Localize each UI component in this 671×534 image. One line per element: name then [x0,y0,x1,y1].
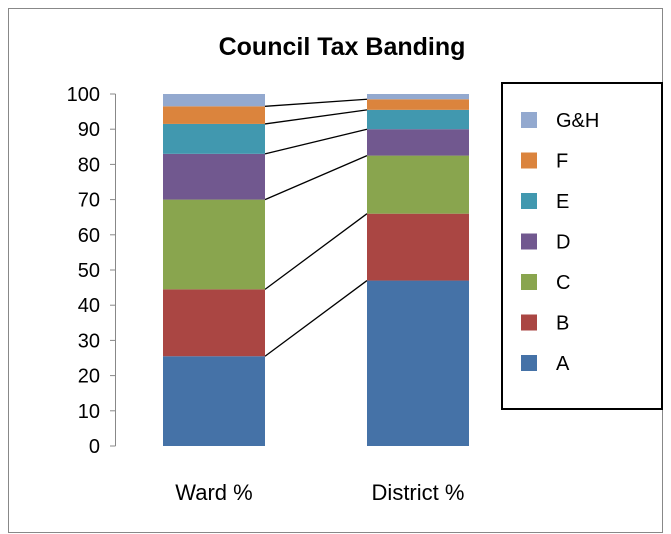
y-tick-label: 0 [89,436,100,458]
x-tick-label: Ward % [175,480,252,505]
legend-label: G&H [556,110,599,132]
bar-segment [163,123,265,154]
legend-swatch [521,152,537,169]
series-connector-line [264,155,368,201]
bars [163,94,469,446]
y-tick-label: 20 [78,366,100,388]
legend-swatch [521,193,537,209]
y-tick-label: 40 [78,295,100,317]
bar-segment [163,106,265,124]
bar-segment [367,94,469,100]
series-connector-line [264,109,368,125]
y-axis-ticks: 0 10 20 30 40 50 60 70 80 90 100 [67,84,116,458]
legend-swatch [521,112,537,128]
y-tick-label: 30 [78,330,100,352]
bar-segment [367,109,469,130]
legend-swatch [521,314,537,331]
y-tick-label: 90 [78,119,100,141]
y-tick-label: 10 [78,401,100,423]
bar-segment [367,99,469,110]
series-connector-line [264,128,368,155]
bar-segment [163,94,265,107]
legend-label: E [556,191,569,213]
bar-segment [367,213,469,281]
x-tick-label: District % [372,480,465,505]
legend-label: B [556,313,569,335]
y-tick-label: 70 [78,190,100,212]
y-tick-label: 100 [67,84,100,106]
bar-segment [367,129,469,156]
chart-title: Council Tax Banding [219,33,466,61]
legend-label: A [556,353,570,375]
bar-segment [163,356,265,446]
legend-swatch [521,274,537,290]
legend-swatch [521,355,537,371]
series-connector-line [264,98,368,107]
y-tick-label: 80 [78,154,100,176]
y-tick-label: 60 [78,225,100,247]
bar-segment [163,153,265,200]
legend-label: F [556,151,568,173]
series-connector-line [264,213,368,290]
y-tick-label: 50 [78,260,100,282]
bar-segment [367,280,469,446]
series-connector-line [264,280,368,357]
bar-segment [163,199,265,290]
legend-swatch [521,233,537,250]
legend-label: D [556,232,570,254]
series-connectors [264,98,368,357]
bar-segment [163,289,265,357]
legend-label: C [556,272,570,294]
bar-segment [367,155,469,214]
x-axis-labels: Ward % District % [175,480,464,505]
